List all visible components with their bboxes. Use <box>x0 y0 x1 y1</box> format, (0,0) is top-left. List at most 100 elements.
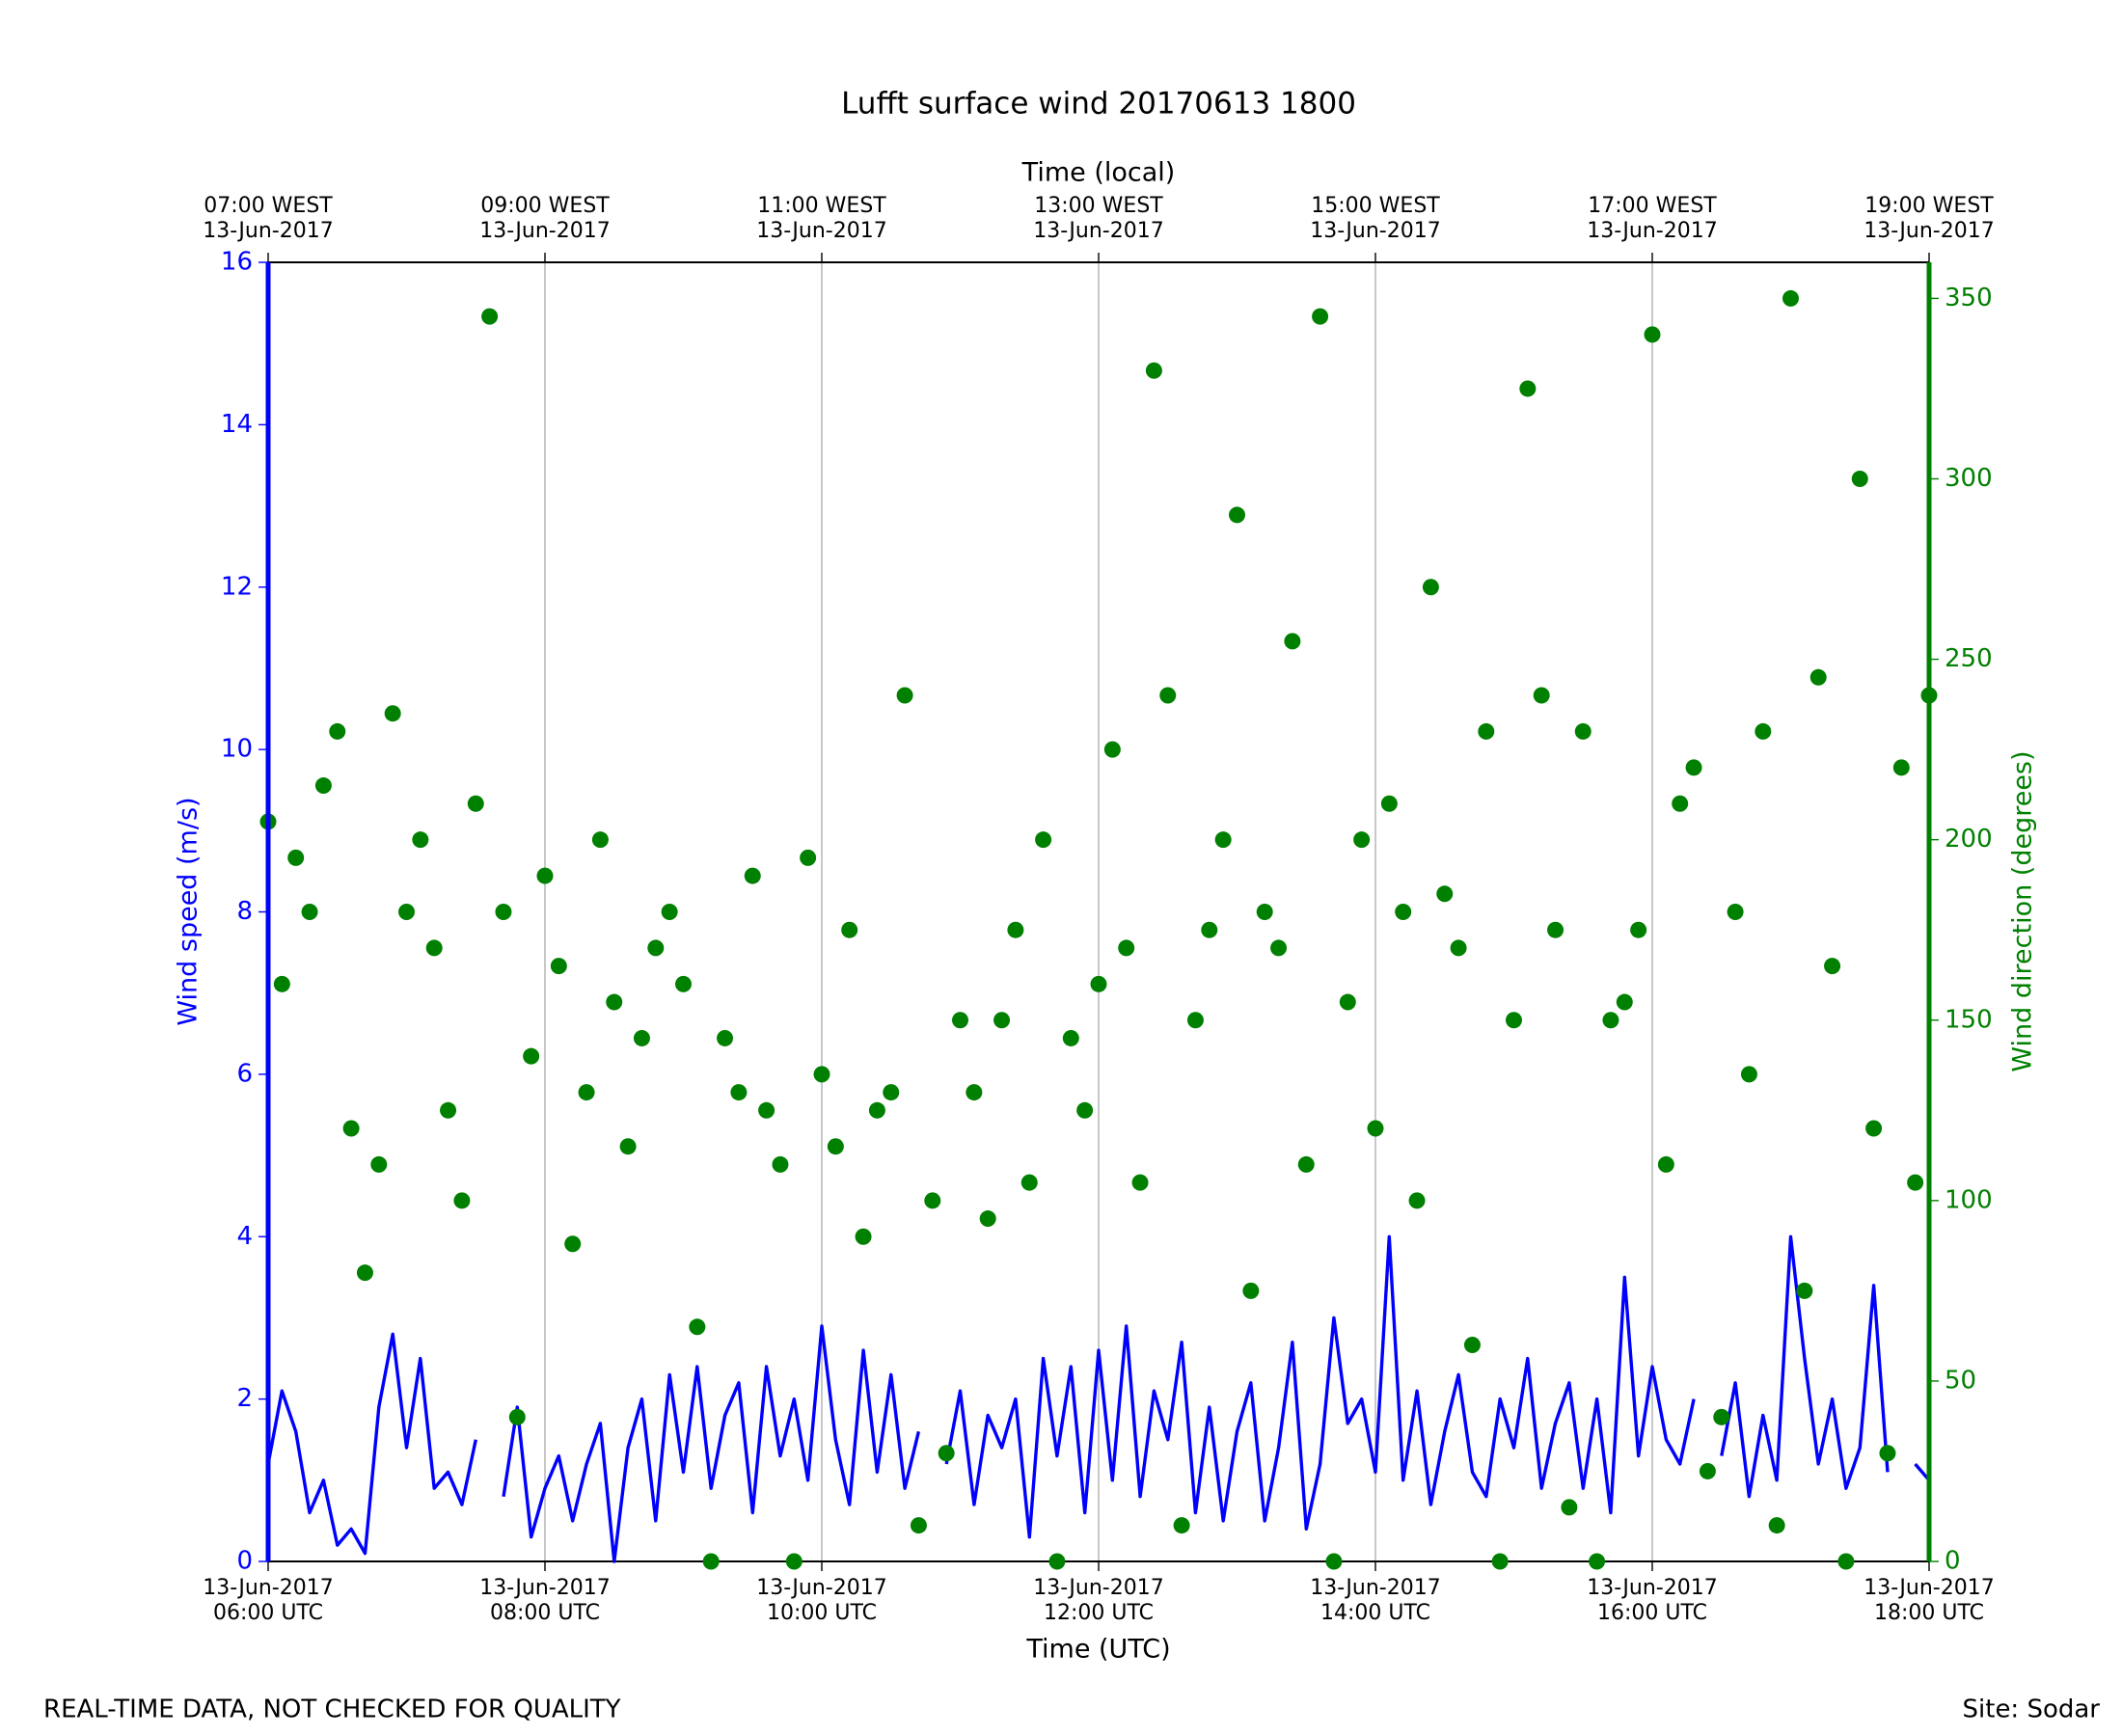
direction-dot <box>1145 362 1162 379</box>
direction-dot <box>938 1445 955 1462</box>
direction-dot <box>495 904 512 920</box>
y2-tick-label: 100 <box>1945 1185 1993 1214</box>
direction-dot <box>314 777 332 795</box>
direction-dot <box>952 1012 968 1029</box>
direction-dot <box>1007 921 1024 938</box>
x2-tick-label: 13-Jun-2017 <box>479 219 610 243</box>
direction-dot <box>785 1553 803 1570</box>
direction-dot <box>896 687 913 704</box>
x2-tick-label: 13-Jun-2017 <box>756 219 886 243</box>
y-tick-label: 10 <box>221 735 253 764</box>
direction-dot <box>1672 795 1689 812</box>
direction-dot <box>1284 633 1301 650</box>
direction-dot <box>883 1084 900 1101</box>
y-tick-label: 8 <box>236 897 253 926</box>
direction-dot <box>1824 958 1841 975</box>
direction-dot <box>1297 1155 1315 1173</box>
direction-dot <box>702 1553 720 1570</box>
x-tick-label: 13-Jun-2017 <box>1864 1576 1994 1600</box>
direction-dot <box>523 1047 540 1065</box>
direction-dot <box>1131 1174 1149 1191</box>
direction-dot <box>1685 759 1702 776</box>
direction-dot <box>440 1101 457 1119</box>
x2-tick-label: 13:00 WEST <box>1034 194 1163 218</box>
x2-tick-label: 19:00 WEST <box>1864 194 1994 218</box>
direction-dot <box>1408 1192 1426 1209</box>
direction-dot <box>481 308 499 325</box>
direction-dot <box>800 849 817 866</box>
direction-dot <box>1090 975 1107 992</box>
direction-dot <box>1450 939 1467 957</box>
direction-dot <box>1809 668 1827 686</box>
direction-dot <box>1630 921 1647 938</box>
direction-dot <box>1616 993 1633 1011</box>
direction-dot <box>717 1029 734 1046</box>
direction-dot <box>855 1228 872 1245</box>
direction-dot <box>550 958 567 975</box>
x-tick-label: 13-Jun-2017 <box>756 1576 886 1600</box>
direction-dot <box>1907 1174 1924 1191</box>
direction-dot <box>1353 831 1371 849</box>
direction-dot <box>467 795 484 812</box>
x2-tick-label: 13-Jun-2017 <box>1033 219 1163 243</box>
direction-dot <box>1395 904 1412 920</box>
y-tick-label: 16 <box>221 248 253 277</box>
y2-tick-label: 350 <box>1945 284 1993 312</box>
direction-dot <box>1740 1066 1757 1083</box>
direction-dot <box>287 849 305 866</box>
footer-site: Site: Sodar <box>1963 1695 2101 1724</box>
direction-dot <box>868 1101 885 1119</box>
direction-dot <box>273 975 290 992</box>
y2-axis-label: Wind direction (degrees) <box>2008 750 2038 1071</box>
direction-dot <box>301 904 318 920</box>
direction-dot <box>675 975 692 992</box>
direction-dot <box>1782 289 1799 307</box>
direction-dot <box>1644 326 1661 343</box>
footer-note: REAL-TIME DATA, NOT CHECKED FOR QUALITY <box>43 1695 621 1724</box>
direction-dot <box>647 939 665 957</box>
direction-dot <box>1076 1101 1094 1119</box>
direction-dot <box>1159 687 1177 704</box>
direction-dot <box>1035 831 1052 849</box>
direction-dot <box>1574 722 1592 740</box>
direction-dot <box>813 1066 830 1083</box>
x-tick-label: 13-Jun-2017 <box>1310 1576 1440 1600</box>
direction-dot <box>1699 1462 1716 1479</box>
direction-dot <box>1118 939 1135 957</box>
x-tick-label: 13-Jun-2017 <box>479 1576 610 1600</box>
direction-dot <box>591 831 609 849</box>
direction-dot <box>1602 1012 1619 1029</box>
direction-dot <box>342 1120 360 1137</box>
direction-dot <box>827 1138 844 1155</box>
x2-tick-label: 17:00 WEST <box>1588 194 1717 218</box>
direction-dot <box>1312 308 1329 325</box>
y-tick-label: 2 <box>236 1384 253 1413</box>
x2-tick-label: 13-Jun-2017 <box>1310 219 1440 243</box>
y2-tick-label: 200 <box>1945 825 1993 854</box>
direction-dot <box>910 1517 927 1534</box>
y-axis-label: Wind speed (m/s) <box>174 797 204 1025</box>
direction-dot <box>1892 759 1910 776</box>
x-tick-label: 16:00 UTC <box>1597 1601 1707 1625</box>
x-tick-label: 13-Jun-2017 <box>203 1576 333 1600</box>
x-tick-label: 18:00 UTC <box>1874 1601 1984 1625</box>
direction-dot <box>1214 831 1232 849</box>
direction-dot <box>1533 687 1550 704</box>
direction-dot <box>398 904 415 920</box>
direction-dot <box>1768 1517 1785 1534</box>
x2-tick-label: 09:00 WEST <box>480 194 610 218</box>
direction-dot <box>744 867 761 884</box>
direction-dot <box>1270 939 1288 957</box>
direction-dot <box>772 1155 789 1173</box>
direction-dot <box>1325 1553 1343 1570</box>
direction-dot <box>1796 1282 1813 1299</box>
direction-dot <box>1463 1337 1481 1353</box>
direction-dot <box>1478 722 1495 740</box>
x2-tick-label: 11:00 WEST <box>757 194 886 218</box>
direction-dot <box>1519 380 1537 397</box>
direction-dot <box>1547 921 1564 938</box>
direction-dot <box>1657 1155 1674 1173</box>
y2-tick-label: 50 <box>1945 1366 1976 1395</box>
x-tick-label: 10:00 UTC <box>767 1601 877 1625</box>
direction-dot <box>979 1210 996 1228</box>
